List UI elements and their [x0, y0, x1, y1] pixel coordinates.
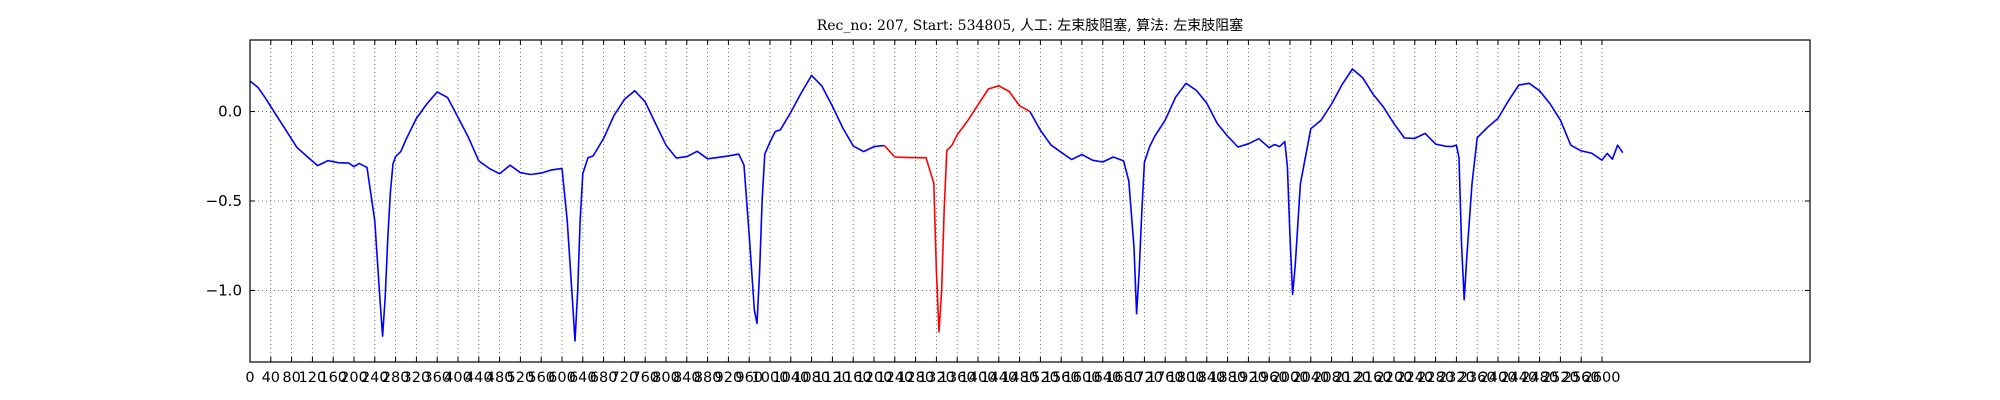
- x-tick-label: 1600: [1064, 370, 1101, 386]
- x-tick-label: 1680: [1105, 370, 1142, 386]
- x-tick-label: 1400: [960, 370, 997, 386]
- x-tick-label: 1440: [980, 370, 1017, 386]
- x-tick-label: 2400: [1480, 370, 1517, 386]
- x-tick-label: 2480: [1521, 370, 1558, 386]
- x-tick-label: 920: [715, 370, 743, 386]
- x-tick-label: 600: [548, 370, 576, 386]
- x-tick-label: 2440: [1500, 370, 1537, 386]
- x-tick-label: 320: [403, 370, 431, 386]
- x-tick-label: 2040: [1292, 370, 1329, 386]
- x-tick-label: 640: [569, 370, 597, 386]
- y-tick-label: 0.0: [218, 103, 242, 121]
- y-tick-label: −1.0: [206, 281, 242, 299]
- x-tick-label: 960: [735, 370, 763, 386]
- x-tick-label: 160: [319, 370, 347, 386]
- x-tick-label: 2560: [1563, 370, 1600, 386]
- plot-series: [249, 68, 1624, 342]
- y-tick-labels: 0.0 −0.5 −1.0: [206, 103, 242, 300]
- chart-title: Rec_no: 207, Start: 534805, 人工: 左束肢阻塞, 算…: [817, 17, 1244, 34]
- x-tick-label: 760: [631, 370, 659, 386]
- x-tick-label: 120: [299, 370, 327, 386]
- x-tick-label: 1640: [1084, 370, 1121, 386]
- x-tick-label: 2600: [1584, 370, 1621, 386]
- x-tick-label: 1520: [1022, 370, 1059, 386]
- x-tick-label: 2160: [1355, 370, 1392, 386]
- axis-ticks: [249, 40, 1810, 362]
- x-tick-label: 0: [245, 370, 254, 386]
- x-tick-label: 560: [527, 370, 555, 386]
- x-tick-label: 400: [444, 370, 472, 386]
- x-tick-label: 1120: [814, 370, 851, 386]
- x-tick-label: 1320: [918, 370, 955, 386]
- x-tick-label: 200: [340, 370, 368, 386]
- x-tick-label: 1960: [1251, 370, 1288, 386]
- x-tick-label: 880: [694, 370, 722, 386]
- x-tick-label: 520: [507, 370, 535, 386]
- x-tick-label: 1360: [939, 370, 976, 386]
- ecg-trace-highlight: [883, 85, 1031, 333]
- x-tick-label: 1480: [1001, 370, 1038, 386]
- x-tick-label: 2240: [1396, 370, 1433, 386]
- y-tick-label: −0.5: [206, 192, 242, 210]
- x-tick-label: 2520: [1542, 370, 1579, 386]
- ecg-trace-after-highlight: [1029, 68, 1624, 315]
- x-tick-label: 2000: [1272, 370, 1309, 386]
- x-tick-label: 680: [590, 370, 618, 386]
- x-tick-label: 280: [382, 370, 410, 386]
- grid-lines: [249, 40, 1810, 362]
- x-tick-label: 1240: [876, 370, 913, 386]
- x-tick-label: 1160: [835, 370, 872, 386]
- x-tick-label: 2120: [1334, 370, 1371, 386]
- x-tick-label: 1760: [1147, 370, 1184, 386]
- x-tick-label: 440: [465, 370, 493, 386]
- ecg-trace-before-highlight: [249, 74, 885, 342]
- x-tick-label: 80: [282, 370, 300, 386]
- x-tick-label: 2280: [1417, 370, 1454, 386]
- x-tick-label: 1720: [1126, 370, 1163, 386]
- x-tick-label: 240: [361, 370, 389, 386]
- x-tick-label: 2080: [1313, 370, 1350, 386]
- x-tick-label: 840: [673, 370, 701, 386]
- x-tick-label: 360: [423, 370, 451, 386]
- x-tick-label: 1040: [772, 370, 809, 386]
- x-tick-label: 480: [486, 370, 514, 386]
- x-tick-label: 720: [611, 370, 639, 386]
- x-tick-label: 1560: [1043, 370, 1080, 386]
- x-tick-label: 1200: [856, 370, 893, 386]
- x-tick-label: 2200: [1376, 370, 1413, 386]
- x-tick-label: 1840: [1188, 370, 1225, 386]
- x-tick-label: 1280: [897, 370, 934, 386]
- x-tick-label: 1800: [1168, 370, 1205, 386]
- x-tick-label: 1880: [1209, 370, 1246, 386]
- x-tick-label: 1920: [1230, 370, 1267, 386]
- x-tick-label: 800: [652, 370, 680, 386]
- x-tick-label: 1080: [793, 370, 830, 386]
- x-tick-label: 2320: [1438, 370, 1475, 386]
- x-tick-label: 1000: [752, 370, 789, 386]
- x-tick-label: 40: [262, 370, 280, 386]
- x-tick-labels: 0 40 8012016020024028032036040044048052056…: [245, 370, 1620, 386]
- x-tick-label: 2360: [1459, 370, 1496, 386]
